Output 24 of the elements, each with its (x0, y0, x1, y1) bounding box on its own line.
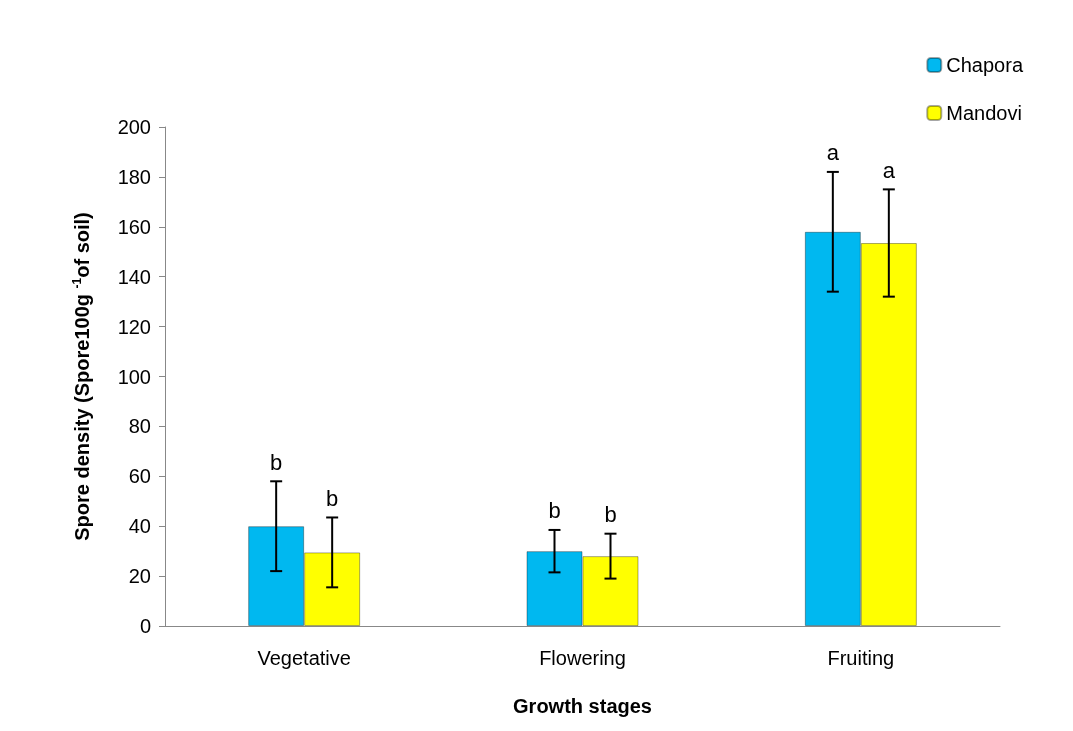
y-tick-label: 100 (117, 365, 151, 388)
y-tick-label: 20 (128, 565, 151, 588)
annotation: b (326, 485, 339, 511)
x-axis-title: Growth stages (513, 695, 652, 717)
legend-label: Chapora (946, 54, 1024, 76)
y-tick-label: 40 (128, 515, 151, 538)
x-tick-label: Vegetative (257, 647, 351, 669)
x-tick-label: Fruiting (827, 647, 895, 669)
y-tick-label: 0 (139, 615, 151, 637)
annotation: b (548, 498, 561, 524)
y-tick-label: 200 (117, 116, 151, 138)
annotation: b (270, 449, 283, 475)
y-tick-label: 80 (128, 415, 151, 438)
annotation: b (604, 502, 617, 528)
x-tick-label: Flowering (539, 647, 626, 669)
y-tick-label: 140 (117, 265, 151, 288)
y-tick-label: 60 (128, 465, 151, 488)
legend-label: Mandovi (946, 102, 1022, 124)
y-tick-label: 120 (117, 315, 151, 338)
y-axis-title: Spore density (Spore100g -1of soil) (70, 212, 93, 541)
y-tick-label: 160 (117, 215, 151, 238)
y-tick-label: 180 (117, 165, 151, 188)
annotation: a (882, 157, 896, 183)
annotation: a (826, 140, 840, 166)
